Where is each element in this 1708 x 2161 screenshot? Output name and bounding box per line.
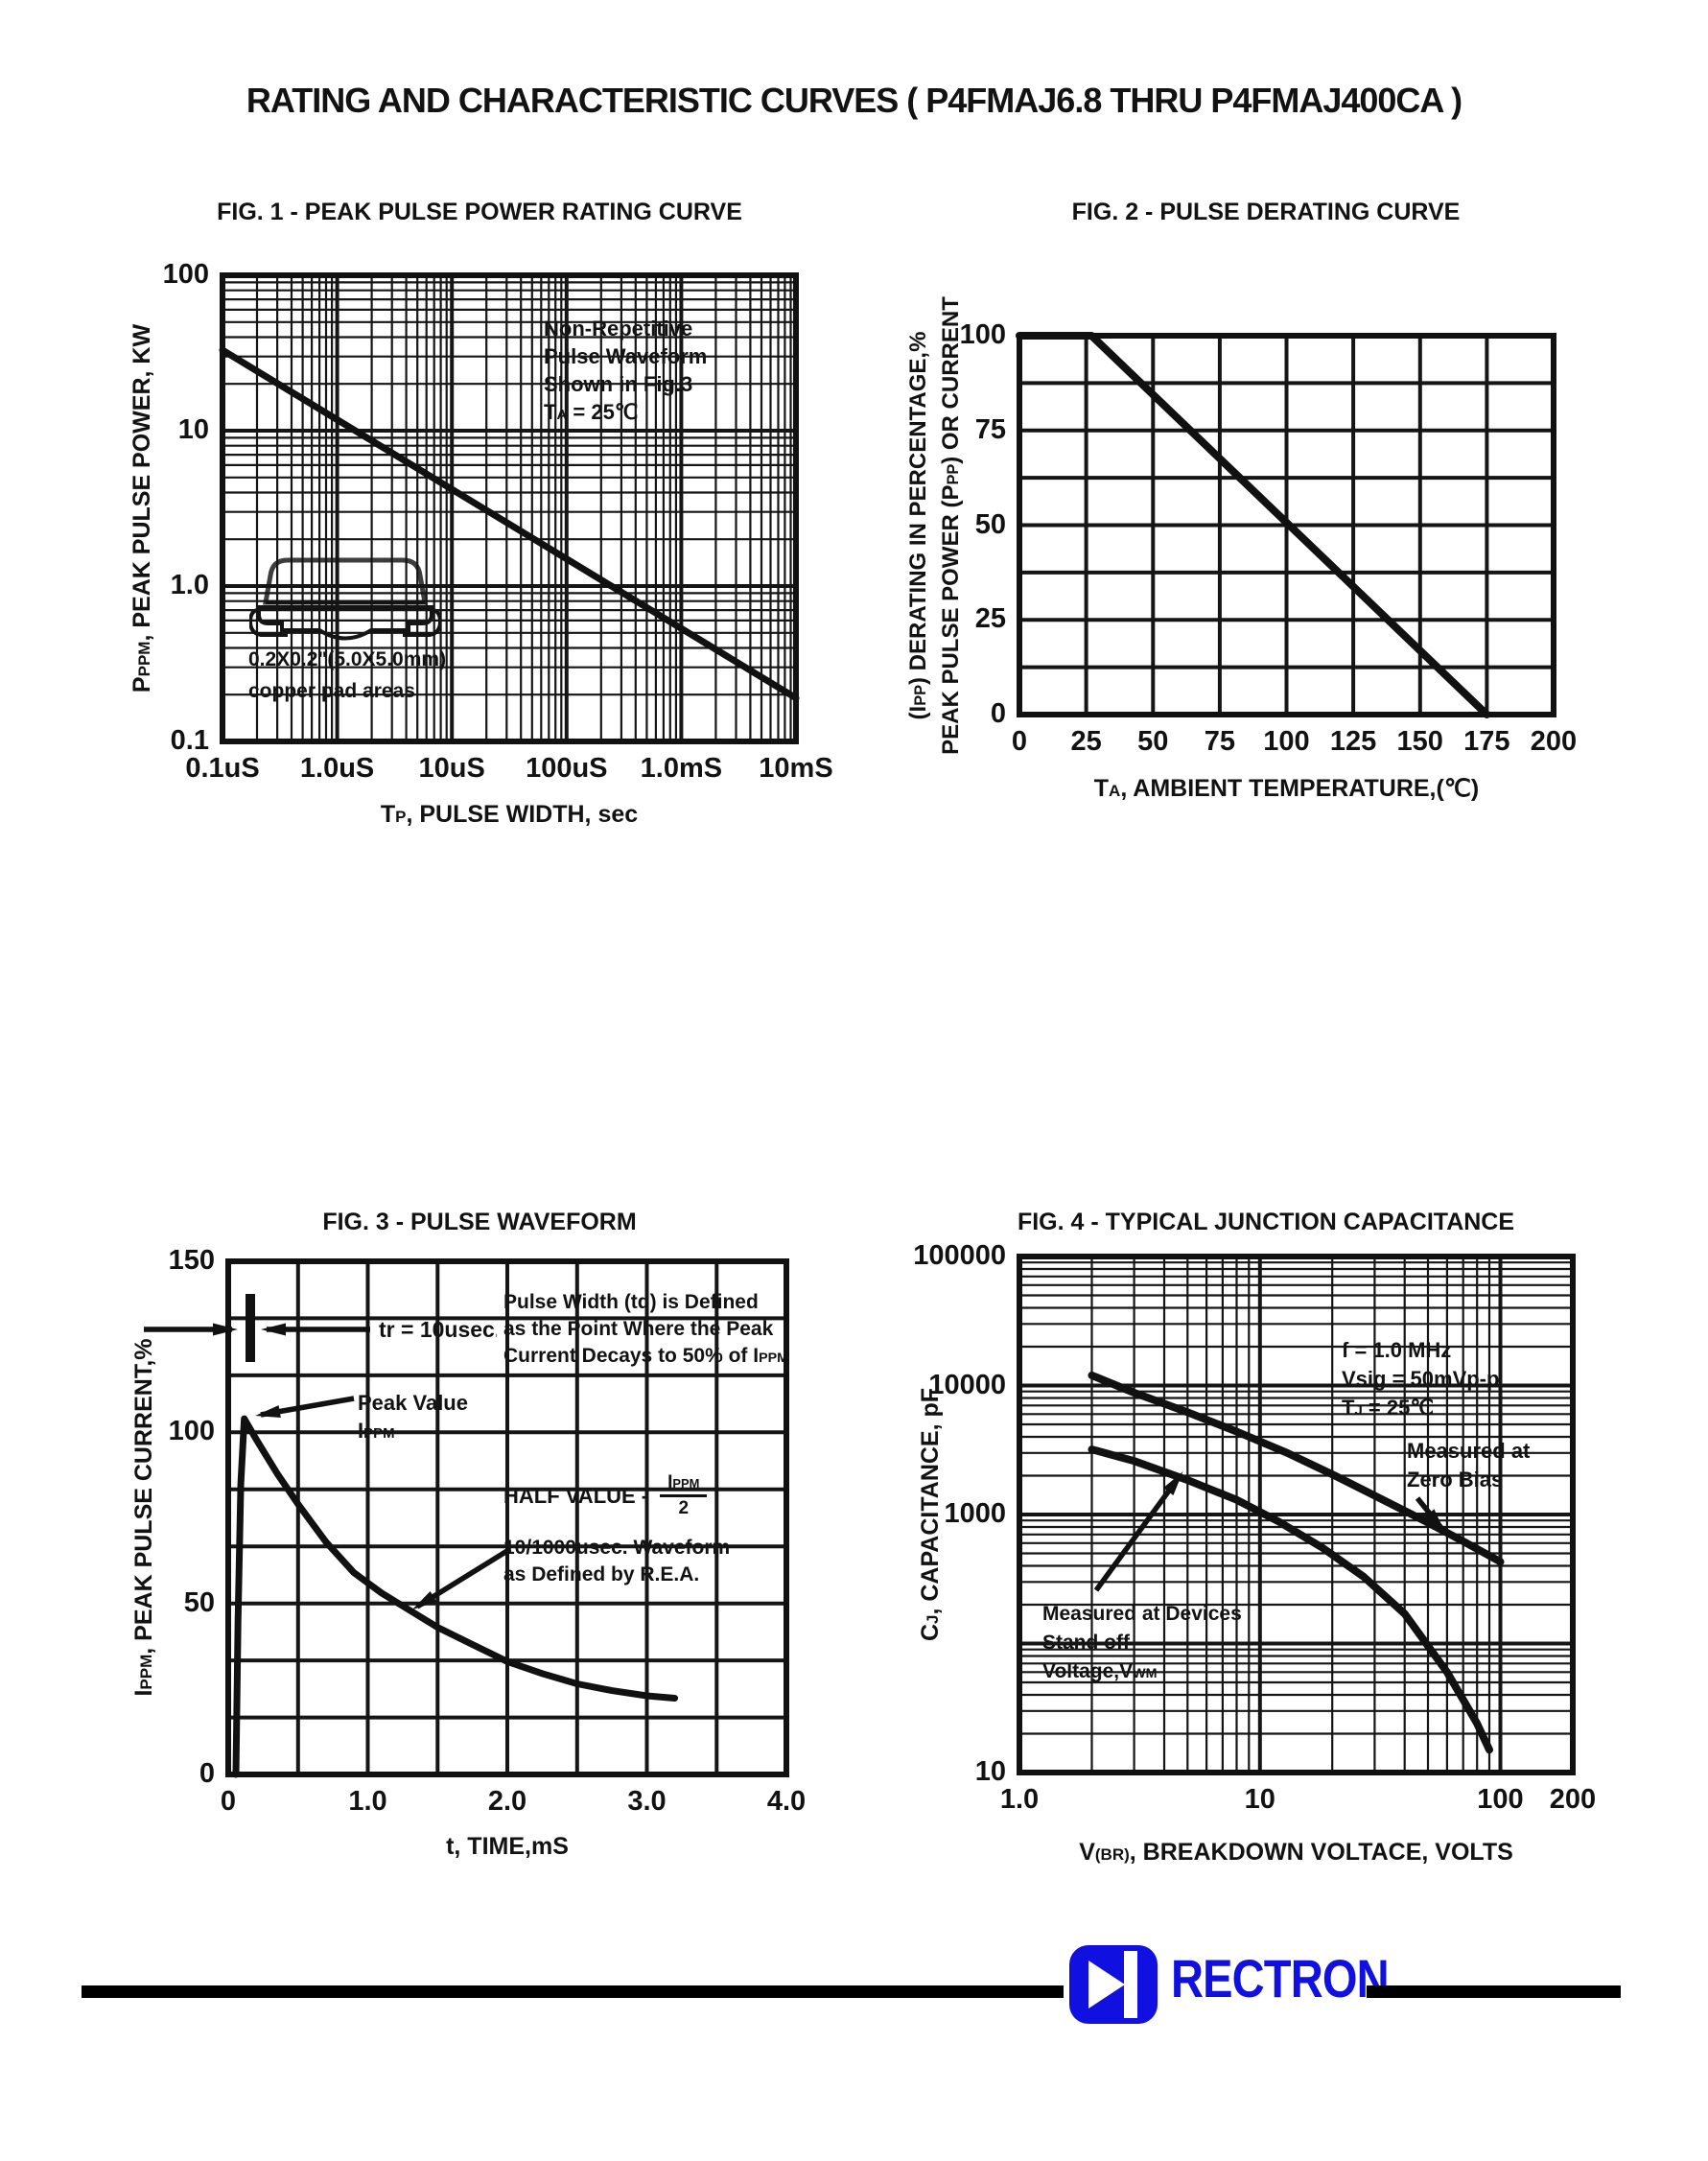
- fig3-y-tick: 50: [183, 1586, 215, 1618]
- fig3-x-tick: 2.0: [487, 1786, 527, 1817]
- fig3-half-value-fraction: IPPM 2: [660, 1471, 708, 1519]
- fig2-y-tick: 0: [990, 698, 1006, 729]
- fig1-x-tick: 1.0mS: [640, 753, 723, 784]
- fig3-x-axis-label: t, TIME,mS: [446, 1833, 569, 1860]
- fig4-x-tick: 10: [1244, 1784, 1275, 1815]
- fig3-curve-0: [232, 1415, 679, 1778]
- fig1-plot: [219, 272, 800, 744]
- diode-icon: [1088, 1951, 1137, 2018]
- fig1-curve-0: [219, 346, 800, 702]
- fig2-curve-0: [1016, 332, 1491, 718]
- fig1-y-tick: 10: [177, 414, 209, 445]
- fig3-y-tick: 150: [168, 1245, 215, 1276]
- divider-line-right: [1367, 1985, 1621, 1998]
- fig3-peak-note: Peak ValueIPPM: [351, 1386, 475, 1450]
- fig2-x-tick: 125: [1329, 726, 1377, 757]
- fig4-x-axis-label: V(BR), BREAKDOWN VOLTACE, VOLTS: [1079, 1839, 1513, 1866]
- fig4-caption: FIG. 4 - TYPICAL JUNCTION CAPACITANCE: [1017, 1209, 1515, 1235]
- fig2-y-tick: 75: [974, 413, 1006, 445]
- fig1-x-tick: 0.1uS: [185, 753, 260, 784]
- fig2-caption: FIG. 2 - PULSE DERATING CURVE: [1071, 199, 1461, 225]
- fig3-caption: FIG. 3 - PULSE WAVEFORM: [322, 1209, 637, 1235]
- fig2-y-tick: 25: [974, 603, 1006, 635]
- rectron-logo: [1069, 1945, 1158, 2024]
- footer-logo-strip: RECTRON: [82, 1938, 1626, 2043]
- fig3-fraction-denominator: 2: [678, 1498, 690, 1518]
- fig1-y-axis-label: PPPM, PEAK PULSE POWER, KW: [129, 323, 155, 693]
- fig4-x-tick: 200: [1549, 1784, 1597, 1815]
- figure-4-junction-capacitance: FIG. 4 - TYPICAL JUNCTION CAPACITANCE CJ…: [901, 1194, 1630, 1961]
- fig4-y-tick: 10000: [928, 1369, 1006, 1400]
- fig2-y-tick: 100: [959, 319, 1006, 350]
- figure-3-pulse-waveform: FIG. 3 - PULSE WAVEFORM IPPM, PEAK PULSE…: [115, 1194, 844, 1961]
- fig4-y-tick: 100000: [913, 1240, 1006, 1271]
- fig1-y-tick: 1.0: [170, 570, 209, 600]
- fig1-y-tick: 0.1: [170, 725, 209, 756]
- fig4-curve-1: [1088, 1445, 1493, 1754]
- fig3-plot: [144, 1258, 789, 1778]
- fig4-x-tick: 100: [1477, 1784, 1524, 1815]
- fig3-x-tick: 0: [220, 1786, 237, 1817]
- divider-line-left: [82, 1985, 1064, 1998]
- fig3-x-tick: 1.0: [348, 1786, 387, 1817]
- fig2-y-tick: 50: [974, 508, 1006, 540]
- fig2-x-tick: 25: [1070, 726, 1102, 757]
- fig4-y-tick: 10: [974, 1756, 1006, 1787]
- fig4-x-tick: 1.0: [999, 1784, 1040, 1815]
- fig2-x-tick: 150: [1396, 726, 1443, 757]
- figure-1-peak-pulse-power-rating: FIG. 1 - PEAK PULSE POWER RATING CURVE P…: [115, 187, 844, 954]
- fig2-x-axis-label: TA, AMBIENT TEMPERATURE,(℃): [1093, 775, 1480, 802]
- fig2-x-tick: 50: [1137, 726, 1169, 757]
- fig1-x-tick: 1.0uS: [299, 753, 375, 784]
- figure-2-pulse-derating: FIG. 2 - PULSE DERATING CURVE (IPP) DERA…: [901, 187, 1630, 954]
- fig1-y-tick: 100: [162, 259, 209, 290]
- fig1-caption: FIG. 1 - PEAK PULSE POWER RATING CURVE: [217, 199, 742, 225]
- fig2-plot: [1016, 332, 1556, 718]
- fig3-rea-note: 10/1000usec. Waveformas Defined by R.E.A…: [497, 1532, 737, 1591]
- fig3-y-tick: 100: [168, 1416, 215, 1447]
- fig1-x-tick: 10uS: [418, 753, 485, 784]
- fig1-x-tick: 100uS: [526, 753, 608, 784]
- fig2-x-tick: 200: [1530, 726, 1578, 757]
- fig3-y-tick: 0: [199, 1758, 215, 1789]
- fig4-plot: [1017, 1254, 1576, 1775]
- fig2-x-tick: 0: [1011, 726, 1028, 757]
- fig2-x-tick: 75: [1204, 726, 1235, 757]
- fig3-fraction-numerator: IPPM: [660, 1471, 708, 1497]
- fig1-x-axis-label: TP, PULSE WIDTH, sec: [380, 801, 639, 828]
- fig2-x-tick: 100: [1263, 726, 1310, 757]
- fig3-x-tick: 3.0: [627, 1786, 667, 1817]
- page-title: RATING AND CHARACTERISTIC CURVES ( P4FMA…: [246, 81, 1462, 120]
- rectron-wordmark: RECTRON: [1171, 1948, 1390, 2008]
- fig1-x-tick: 10mS: [759, 753, 833, 784]
- fig4-y-tick: 1000: [944, 1498, 1006, 1529]
- fig3-x-tick: 4.0: [766, 1786, 807, 1817]
- fig2-x-tick: 175: [1463, 726, 1510, 757]
